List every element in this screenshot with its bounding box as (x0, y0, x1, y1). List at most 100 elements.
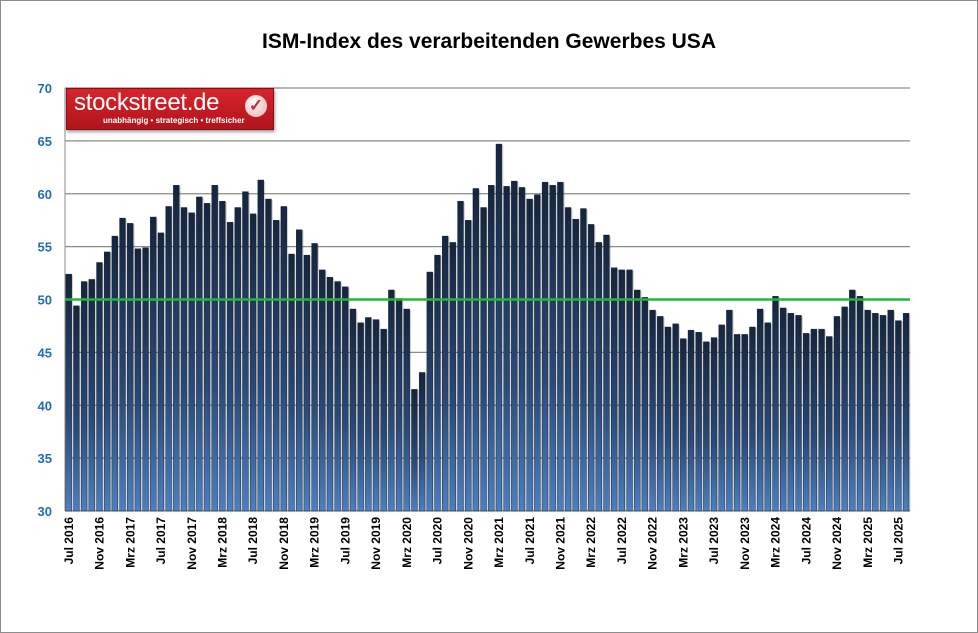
bar (680, 338, 687, 512)
bar (472, 188, 480, 512)
bar (211, 185, 218, 512)
bar (864, 309, 871, 512)
bar (480, 207, 487, 512)
bar (418, 372, 426, 512)
bar (518, 187, 526, 512)
logo-slogan: unabhängig • strategisch • treffsicher (103, 116, 245, 125)
x-tick-label: Nov 2020 (461, 517, 475, 570)
bar (219, 200, 226, 512)
y-tick-label: 60 (38, 187, 52, 202)
bar (380, 328, 387, 512)
y-tick-label: 40 (38, 398, 52, 413)
x-tick-label: Mrz 2018 (215, 517, 229, 568)
bar (695, 332, 702, 512)
bar (772, 296, 779, 512)
bar (703, 341, 710, 512)
x-tick-label: Nov 2019 (369, 517, 383, 570)
bar (587, 224, 595, 512)
bar (273, 219, 280, 512)
bar (326, 277, 334, 512)
bar (73, 305, 80, 512)
bar (234, 207, 241, 512)
y-tick-label: 65 (38, 134, 52, 149)
x-tick-label: Jul 2019 (338, 517, 352, 565)
bar (511, 180, 518, 512)
x-tick-label: Nov 2016 (93, 517, 107, 570)
bar (902, 313, 910, 512)
x-tick-label: Nov 2021 (553, 517, 567, 570)
x-tick-label: Jul 2016 (62, 517, 76, 565)
bar (849, 289, 856, 512)
x-tick-label: Mrz 2017 (123, 517, 137, 568)
bar (365, 317, 372, 512)
bar (88, 279, 95, 512)
x-tick-label: Mrz 2021 (492, 517, 506, 568)
bar (457, 200, 464, 512)
bar (618, 269, 625, 512)
bar (173, 185, 180, 512)
bar (603, 234, 610, 512)
bar (395, 298, 403, 512)
x-tick-label: Nov 2018 (277, 517, 291, 570)
bar (96, 262, 103, 512)
logo-name: stockstreet.de (74, 89, 220, 116)
bar (342, 286, 349, 512)
bar (572, 218, 579, 512)
bar (887, 309, 894, 512)
x-tick-label: Mrz 2019 (308, 517, 322, 568)
bar (534, 194, 541, 512)
bar (611, 267, 618, 512)
bar (411, 389, 418, 512)
x-tick-label: Mrz 2024 (769, 517, 783, 568)
bar (780, 307, 787, 512)
bar (442, 235, 449, 512)
bar (741, 334, 748, 512)
bar (157, 232, 165, 512)
y-tick-label: 50 (38, 293, 52, 308)
bar (150, 216, 157, 512)
bar (296, 229, 303, 512)
x-tick-label: Nov 2023 (738, 517, 752, 570)
x-tick-label: Mrz 2025 (861, 517, 875, 568)
bar (503, 186, 510, 512)
bar (649, 309, 656, 512)
y-tick-label: 45 (38, 345, 52, 360)
bar (134, 248, 142, 512)
bar (818, 328, 825, 512)
bar (257, 179, 264, 512)
x-tick-label: Mrz 2022 (584, 517, 598, 568)
bar (334, 281, 341, 512)
bar (580, 208, 587, 512)
bar (718, 324, 725, 512)
bar (403, 308, 410, 512)
y-axis: 30 35 40 45 50 55 60 65 70 (38, 81, 66, 519)
bar (288, 253, 295, 512)
bar (165, 206, 172, 512)
bar (787, 313, 794, 512)
bar (142, 247, 149, 512)
bar (872, 313, 879, 512)
bar (841, 306, 848, 512)
bar (127, 223, 134, 512)
chart-title: ISM-Index des verarbeitenden Gewerbes US… (262, 30, 716, 53)
bar (249, 213, 257, 512)
bar (226, 222, 234, 512)
y-tick-label: 30 (38, 504, 52, 519)
bar (372, 319, 380, 512)
bar (196, 196, 203, 512)
bar (657, 316, 664, 512)
bar (111, 235, 118, 512)
bar (810, 328, 818, 512)
bar (495, 143, 503, 512)
x-tick-label: Nov 2024 (830, 517, 844, 570)
bar (357, 322, 364, 512)
bar (634, 289, 641, 512)
x-tick-label: Jul 2021 (523, 517, 537, 565)
bar (564, 207, 572, 512)
x-tick-label: Nov 2017 (185, 517, 199, 570)
bar (826, 336, 833, 512)
bar (641, 297, 649, 512)
bar (311, 243, 318, 512)
bars (65, 143, 911, 512)
